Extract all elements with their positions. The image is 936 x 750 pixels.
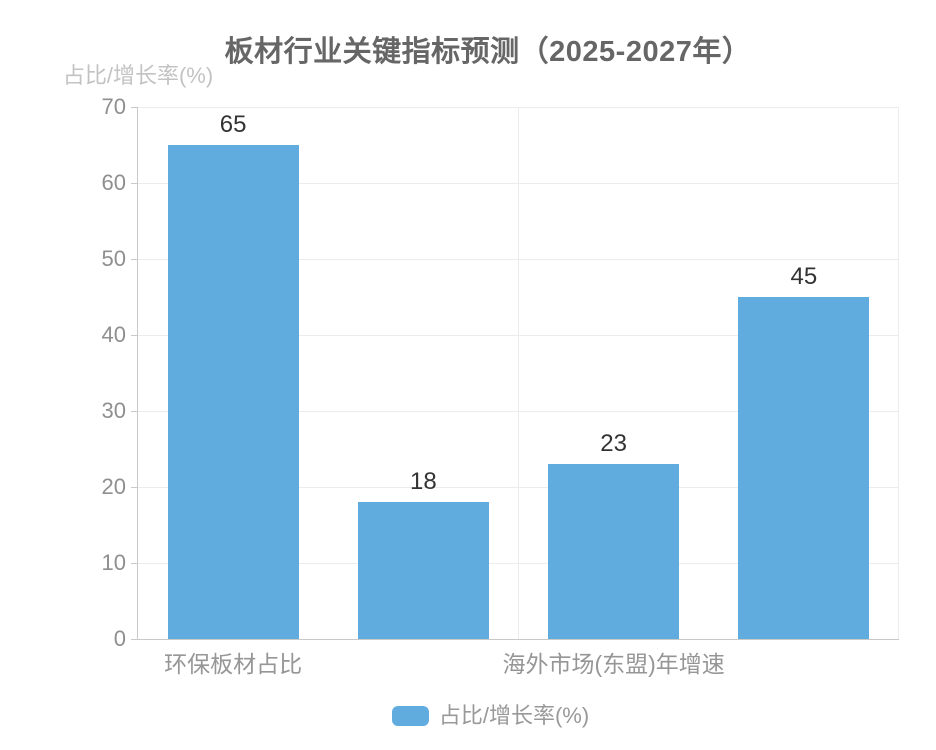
y-axis-tick-label: 0: [113, 626, 126, 651]
y-axis-tick: [131, 335, 137, 336]
y-gridline: [138, 183, 899, 184]
y-axis-tick-label: 30: [101, 398, 126, 423]
bar-value-label: 65: [219, 111, 247, 138]
y-axis-tick-label: 10: [101, 550, 126, 575]
y-axis-tick: [131, 259, 137, 260]
y-axis-tick-label: 50: [101, 246, 126, 271]
y-axis-tick-label: 60: [101, 170, 126, 195]
bar[interactable]: [167, 145, 299, 639]
y-axis-tick: [131, 639, 137, 640]
chart-title: 板材行业关键指标预测（2025-2027年）: [224, 36, 752, 68]
y-axis-tick: [131, 183, 137, 184]
x-axis-category-label: 海外市场(东盟)年增速: [502, 651, 725, 677]
bar[interactable]: [548, 464, 680, 639]
legend-item[interactable]: 占比/增长率(%): [391, 703, 590, 729]
y-gridline: [138, 107, 899, 108]
plot-area: 65 环保板材占比 18 23 海外市场(东盟)年增速 45: [131, 107, 899, 677]
y-axis-name: 占比/增长率(%): [62, 63, 214, 88]
legend: 占比/增长率(%): [45, 703, 936, 729]
y-axis-tick-label: 40: [101, 322, 126, 347]
x-axis-category-label: 环保板材占比: [164, 651, 303, 677]
y-axis-tick: [131, 563, 137, 564]
bar[interactable]: [357, 502, 489, 639]
x-gridline: [517, 107, 519, 639]
y-axis-tick: [131, 487, 137, 488]
y-gridline: [138, 563, 899, 564]
bar-value-label: 23: [600, 430, 627, 458]
legend-marker: [391, 706, 429, 726]
bar-value-label: 45: [790, 263, 818, 290]
legend-label: 占比/增长率(%): [438, 703, 590, 728]
bar-value-label: 18: [410, 468, 437, 496]
y-gridline: [138, 411, 899, 412]
y-gridline: [138, 259, 899, 260]
y-axis-tick-label: 20: [101, 474, 126, 499]
bar[interactable]: [738, 297, 870, 639]
y-axis-labels: 0 10 20 30 40 50 60 70: [0, 94, 126, 651]
y-axis-tick-label: 70: [101, 94, 126, 119]
y-gridline: [138, 487, 899, 488]
x-gridline: [898, 107, 899, 639]
y-axis-tick: [131, 411, 137, 412]
y-axis-tick: [131, 107, 137, 108]
y-gridline: [138, 335, 899, 336]
